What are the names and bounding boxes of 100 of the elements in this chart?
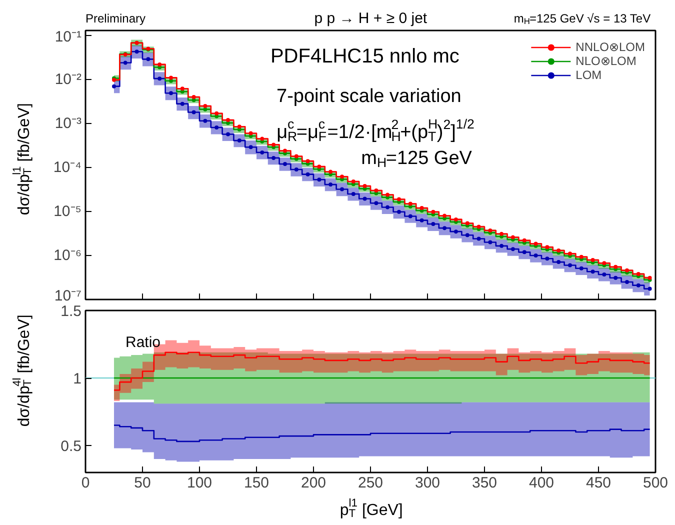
point <box>648 286 652 291</box>
point <box>397 197 401 202</box>
x-tick-label: 250 <box>358 474 384 492</box>
legend-label: NLO⊗LOM <box>576 54 636 68</box>
point <box>386 192 390 197</box>
point <box>237 138 242 143</box>
point <box>614 264 618 269</box>
point <box>306 172 310 176</box>
x-tick-label: 200 <box>300 474 326 492</box>
point <box>226 118 230 122</box>
y-tick-label: 1 <box>73 370 82 388</box>
point <box>476 236 481 241</box>
point <box>169 91 173 96</box>
point <box>362 184 367 188</box>
point <box>636 272 640 276</box>
point <box>397 210 401 214</box>
point <box>374 188 378 193</box>
point <box>386 205 390 210</box>
point <box>579 266 584 270</box>
point <box>590 270 595 274</box>
point <box>317 164 322 169</box>
y-tick-label: 0.5 <box>60 438 82 455</box>
point <box>134 50 139 54</box>
legend-label: LOM <box>576 68 602 82</box>
point <box>488 228 492 232</box>
point <box>317 178 322 182</box>
point <box>180 102 184 106</box>
point <box>203 104 208 108</box>
point <box>180 90 184 94</box>
y-tick-label: 10⁻² <box>54 71 82 88</box>
y-axis-title: dσ/dpT4l [fb/GeV] <box>11 314 34 427</box>
y-tick-label: 1.5 <box>60 303 82 320</box>
x-tick-label: 500 <box>642 474 668 492</box>
point <box>374 201 378 206</box>
point <box>226 132 230 136</box>
point <box>328 170 333 174</box>
y-tick-label: 10⁻⁵ <box>54 203 82 220</box>
point <box>169 78 173 83</box>
x-tick-label: 0 <box>81 474 90 492</box>
point <box>169 76 173 80</box>
point <box>362 196 367 201</box>
point <box>351 192 356 196</box>
point <box>408 202 412 206</box>
point <box>465 233 470 238</box>
point <box>351 180 356 184</box>
point <box>112 84 116 88</box>
point <box>488 240 492 244</box>
point <box>625 280 629 284</box>
text: Preliminary <box>86 12 146 26</box>
point <box>442 226 447 230</box>
point <box>511 247 515 252</box>
point <box>180 86 184 91</box>
point <box>192 110 196 114</box>
x-tick-label: 300 <box>414 474 440 492</box>
point <box>214 126 219 130</box>
y-tick-label: 10⁻⁶ <box>54 247 82 264</box>
point <box>534 254 538 258</box>
point <box>420 218 424 222</box>
point <box>192 98 196 102</box>
point <box>158 76 162 81</box>
point <box>237 128 242 132</box>
y-tick-label: 10⁻¹ <box>54 28 82 46</box>
point <box>123 60 128 65</box>
point <box>248 145 253 150</box>
point <box>454 217 458 222</box>
legend-label: NNLO⊗LOM <box>576 40 645 54</box>
point <box>476 224 481 229</box>
point <box>272 142 276 147</box>
point <box>283 148 287 153</box>
point <box>294 168 298 172</box>
point <box>556 260 561 264</box>
y-tick-label: 10⁻⁷ <box>54 288 82 304</box>
point <box>500 244 504 248</box>
point <box>214 111 219 116</box>
point <box>511 235 515 240</box>
y-tick-label: 10⁻⁴ <box>53 159 82 176</box>
annotation: 7-point scale variation <box>276 86 462 107</box>
point <box>248 131 253 136</box>
point <box>203 107 208 112</box>
annotation: Ratio <box>126 334 161 351</box>
point <box>602 272 606 276</box>
point <box>260 136 264 141</box>
point <box>203 118 208 123</box>
point <box>328 182 333 187</box>
point <box>625 268 629 272</box>
annotation: PDF4LHC15 nnlo mc <box>270 46 460 68</box>
point <box>272 156 276 160</box>
point <box>522 250 526 254</box>
point <box>283 162 287 166</box>
point <box>500 232 504 236</box>
x-tick-label: 50 <box>134 474 151 492</box>
x-tick-label: 350 <box>472 474 498 492</box>
point <box>614 276 618 280</box>
point <box>294 154 298 158</box>
point <box>420 206 424 210</box>
point <box>192 95 196 100</box>
x-tick-label: 100 <box>186 474 212 492</box>
point <box>237 124 242 129</box>
x-tick-label: 150 <box>244 474 270 492</box>
chart-title: p p → H + ≥ 0 jet <box>314 10 428 27</box>
